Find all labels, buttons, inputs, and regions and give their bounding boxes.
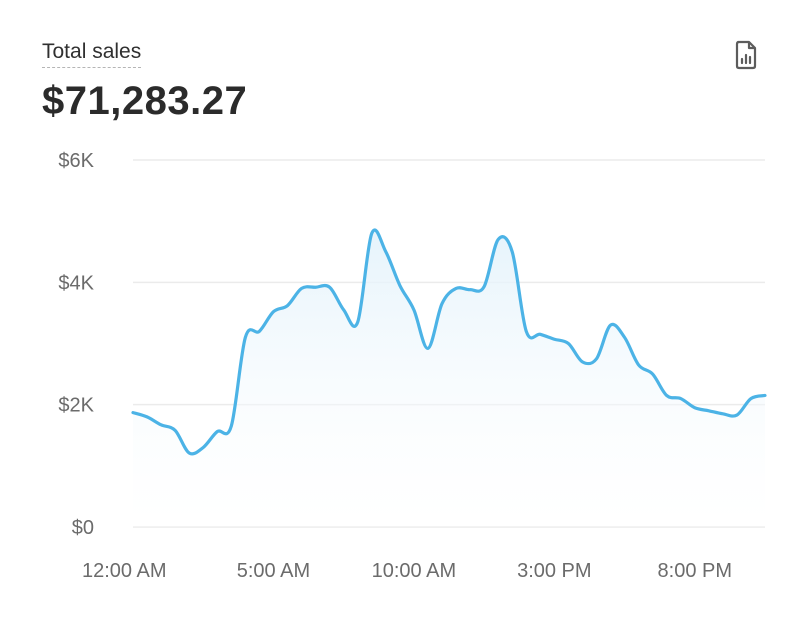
- data-point: [467, 287, 473, 293]
- data-point: [439, 301, 445, 307]
- data-point: [565, 341, 571, 347]
- data-point: [720, 411, 726, 417]
- data-point: [411, 307, 417, 313]
- data-point: [327, 284, 333, 290]
- data-point: [369, 230, 375, 236]
- data-point: [551, 336, 557, 342]
- data-point: [214, 429, 220, 435]
- data-point: [523, 328, 529, 334]
- data-point: [284, 303, 290, 309]
- data-point: [144, 414, 150, 420]
- data-point: [313, 284, 319, 290]
- data-point: [158, 422, 164, 428]
- data-point: [692, 405, 698, 411]
- data-point: [748, 396, 754, 402]
- y-tick-label: $0: [72, 517, 94, 539]
- data-point: [650, 371, 656, 377]
- y-tick-label: $6K: [58, 150, 94, 172]
- chart-title[interactable]: Total sales: [42, 40, 142, 69]
- data-point: [608, 322, 614, 328]
- data-point: [242, 334, 248, 340]
- data-point: [734, 412, 740, 418]
- data-point: [636, 362, 642, 368]
- report-chart-icon[interactable]: [733, 40, 759, 70]
- x-tick-label: 5:00 AM: [237, 560, 310, 582]
- data-point: [593, 356, 599, 362]
- x-axis-ticks: 12:00 AM 5:00 AM 10:00 AM 3:00 PM 8:00 PM: [82, 560, 732, 582]
- data-point: [481, 284, 487, 290]
- data-point: [341, 307, 347, 313]
- x-tick-label: 12:00 AM: [82, 560, 167, 582]
- data-point: [762, 392, 768, 398]
- data-point: [355, 319, 361, 325]
- data-point: [130, 410, 136, 416]
- data-point: [228, 423, 234, 429]
- data-point: [200, 444, 206, 450]
- data-point: [706, 408, 712, 414]
- y-axis-ticks: $0 $2K $4K $6K: [58, 150, 94, 539]
- x-tick-label: 10:00 AM: [372, 560, 457, 582]
- y-tick-label: $2K: [58, 395, 94, 417]
- data-point: [495, 237, 501, 243]
- x-tick-label: 3:00 PM: [517, 560, 591, 582]
- data-point: [537, 331, 543, 337]
- data-point: [579, 359, 585, 365]
- sales-line: [131, 228, 767, 456]
- data-point: [622, 334, 628, 340]
- total-sales-value: $71,283.27: [42, 79, 248, 123]
- data-point: [509, 249, 515, 255]
- data-point: [172, 427, 178, 433]
- data-point: [299, 285, 305, 291]
- data-point: [397, 282, 403, 288]
- sales-area: [133, 229, 765, 527]
- data-point: [425, 345, 431, 351]
- data-point: [453, 285, 459, 291]
- data-point: [664, 392, 670, 398]
- data-point: [383, 249, 389, 255]
- data-point: [678, 396, 684, 402]
- data-point: [256, 328, 262, 334]
- data-point: [186, 450, 192, 456]
- x-tick-label: 8:00 PM: [658, 560, 732, 582]
- y-tick-label: $4K: [58, 272, 94, 294]
- data-point: [270, 309, 276, 315]
